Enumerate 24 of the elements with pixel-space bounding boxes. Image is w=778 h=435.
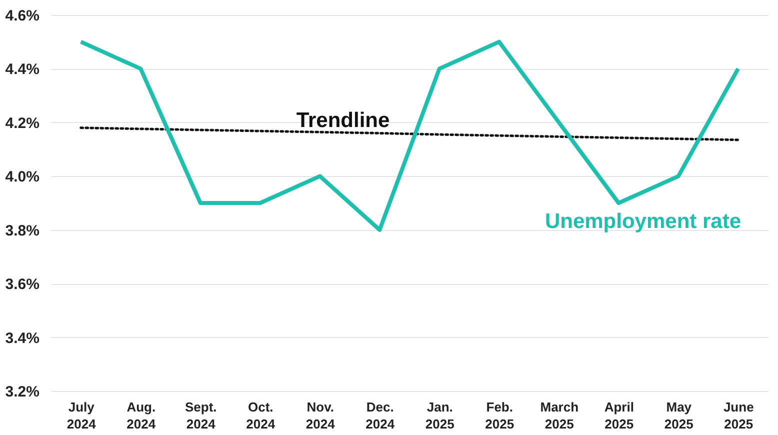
x-tick-label: Aug. 2024	[126, 400, 156, 432]
x-tick-label: Oct. 2024	[246, 400, 276, 432]
y-tick-label: 3.4%	[5, 330, 40, 347]
x-tick-label: Dec. 2024	[366, 400, 396, 432]
x-tick-label: April 2025	[604, 400, 634, 432]
y-tick-label: 4.0%	[5, 168, 40, 186]
x-tick-label: July 2024	[66, 400, 97, 432]
x-tick-label: Nov. 2024	[306, 400, 336, 432]
line-series	[78, 40, 740, 232]
y-tick-label: 4.4%	[5, 61, 40, 78]
series-label: Trendline	[296, 109, 390, 132]
x-tick-label: March 2025	[540, 400, 579, 432]
y-tick-label: 4.2%	[5, 114, 40, 132]
x-tick-label: Jan. 2025	[425, 400, 454, 432]
line-series	[80, 126, 740, 142]
y-tick-label: 3.6%	[5, 276, 40, 294]
y-tick-label: 4.6%	[5, 8, 40, 24]
y-tick-label: 3.8%	[5, 222, 40, 240]
series-label: Unemployment rate	[544, 210, 741, 233]
x-tick-label: Sept. 2024	[184, 400, 217, 432]
x-tick-label: May 2025	[664, 400, 694, 432]
x-tick-label: Feb. 2025	[485, 400, 514, 432]
x-tick-label: June 2025	[723, 400, 754, 432]
y-tick-label: 3.2%	[5, 384, 40, 400]
